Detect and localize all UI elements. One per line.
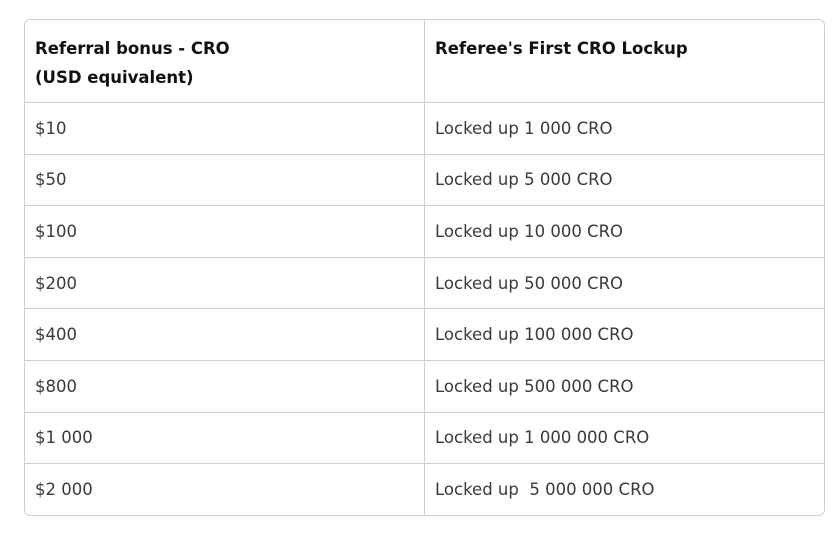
- lockup-cell: Locked up 1 000 CRO: [424, 102, 824, 155]
- table-row: $800 Locked up 500 000 CRO: [25, 360, 824, 413]
- referral-table-container: Referral bonus - CRO (USD equivalent) Ref…: [24, 19, 825, 516]
- header-row: Referral bonus - CRO (USD equivalent) Ref…: [25, 20, 824, 103]
- bonus-cell: $1 000: [25, 412, 425, 465]
- table-row: $100 Locked up 10 000 CRO: [25, 205, 824, 258]
- lockup-cell: Locked up 1 000 000 CRO: [424, 412, 824, 465]
- bonus-cell: $100: [25, 205, 425, 258]
- bonus-cell: $2 000: [25, 463, 425, 515]
- header-lockup: Referee's First CRO Lockup: [424, 20, 824, 103]
- bonus-cell: $800: [25, 360, 425, 413]
- header-bonus: Referral bonus - CRO (USD equivalent): [25, 20, 425, 103]
- header-bonus-line1: Referral bonus - CRO: [35, 39, 230, 58]
- lockup-cell: Locked up 500 000 CRO: [424, 360, 824, 413]
- lockup-cell: Locked up 10 000 CRO: [424, 205, 824, 258]
- lockup-cell: Locked up 5 000 CRO: [424, 154, 824, 207]
- bonus-cell: $10: [25, 102, 425, 155]
- lockup-cell: Locked up 5 000 000 CRO: [435, 479, 655, 499]
- lockup-cell: Locked up 100 000 CRO: [424, 308, 824, 361]
- table-row: $400 Locked up 100 000 CRO: [25, 308, 824, 361]
- table-row: $2 000 Locked up 5 000 000 CRO: [25, 463, 824, 515]
- table-row: $50 Locked up 5 000 CRO: [25, 154, 824, 207]
- lockup-cell: Locked up 50 000 CRO: [424, 257, 824, 310]
- bonus-cell: $400: [25, 308, 425, 361]
- bonus-cell: $50: [25, 154, 425, 207]
- bonus-cell: $200: [25, 257, 425, 310]
- referral-table: Referral bonus - CRO (USD equivalent) Ref…: [25, 20, 824, 515]
- table-row: $10 Locked up 1 000 CRO: [25, 102, 824, 155]
- header-bonus-line2: (USD equivalent): [35, 68, 194, 87]
- table-row: $200 Locked up 50 000 CRO: [25, 257, 824, 310]
- table-row: $1 000 Locked up 1 000 000 CRO: [25, 412, 824, 465]
